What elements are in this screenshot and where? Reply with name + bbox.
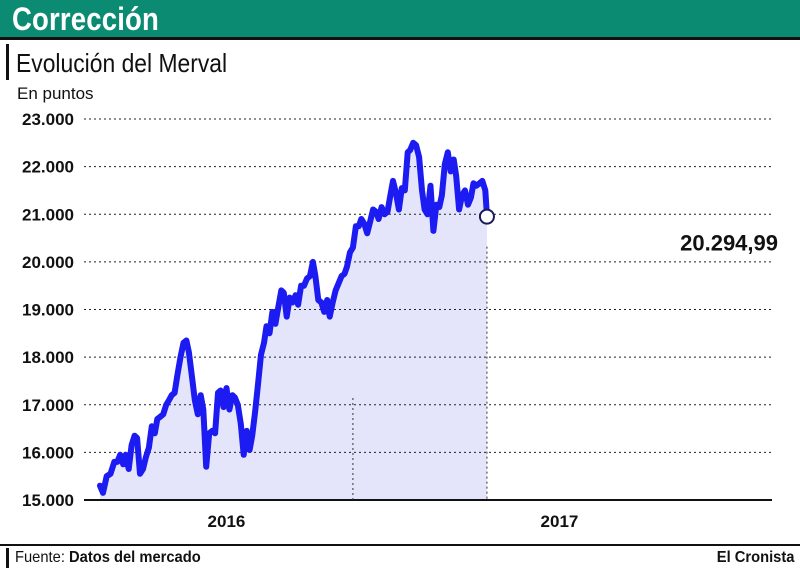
source-label: Fuente: <box>15 549 65 566</box>
y-tick-label: 15.000 <box>22 491 74 510</box>
source-credit: Fuente: Datos del mercado <box>15 549 201 567</box>
chart-title: Evolución del Merval <box>16 48 228 78</box>
y-tick-label: 18.000 <box>22 348 74 367</box>
end-point-marker <box>478 208 495 225</box>
page-title: Corrección <box>12 1 160 37</box>
header-bar: Corrección <box>0 0 800 40</box>
series-line <box>97 139 490 496</box>
y-tick-label: 23.000 <box>22 110 74 129</box>
y-tick-label: 16.000 <box>22 443 74 462</box>
subtitle-accent-bar <box>6 44 9 80</box>
x-category-label: 2017 <box>541 512 579 531</box>
y-axis-unit-label: En puntos <box>17 84 94 103</box>
y-tick-label: 22.000 <box>22 158 74 177</box>
brand-credit: El Cronista <box>716 549 794 566</box>
source-value: Datos del mercado <box>69 549 201 566</box>
footer-divider <box>0 544 800 546</box>
y-tick-label: 19.000 <box>22 301 74 320</box>
end-value-label: 20.294,99 <box>680 231 778 256</box>
y-tick-label: 17.000 <box>22 396 74 415</box>
footer-accent-bar <box>6 548 9 568</box>
y-tick-label: 21.000 <box>22 205 74 224</box>
y-tick-label: 20.000 <box>22 253 74 272</box>
x-category-label: 2016 <box>208 512 246 531</box>
